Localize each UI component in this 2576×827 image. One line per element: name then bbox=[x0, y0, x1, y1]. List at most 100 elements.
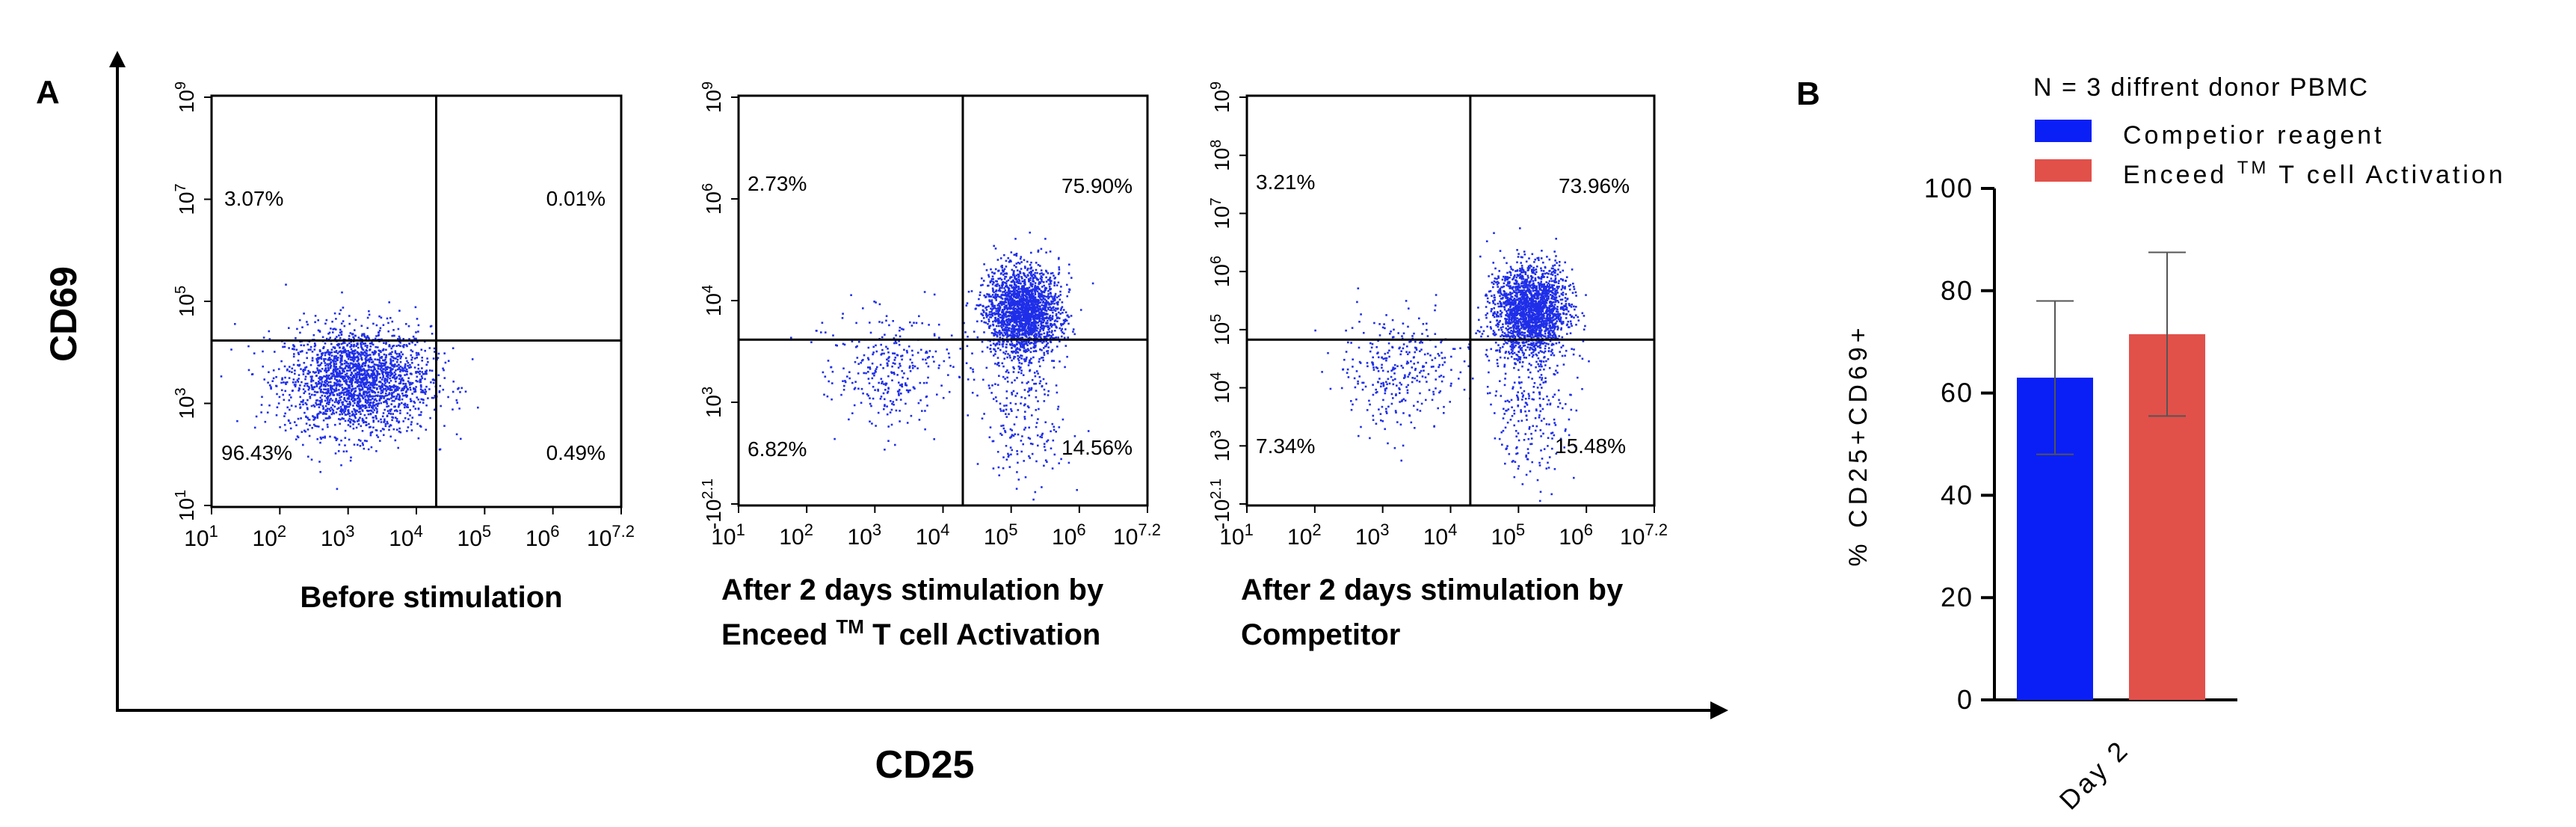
scatter-point bbox=[398, 353, 401, 356]
scatter-point bbox=[417, 352, 419, 354]
scatter-point bbox=[329, 384, 332, 387]
scatter-point bbox=[332, 371, 335, 373]
scatter-point bbox=[360, 352, 363, 354]
scatter-point bbox=[993, 291, 995, 294]
scatter-point bbox=[324, 385, 327, 387]
scatter-point bbox=[1043, 464, 1045, 467]
scatter-point bbox=[1050, 307, 1053, 310]
scatter-point bbox=[374, 381, 377, 384]
scatter-point bbox=[350, 343, 353, 346]
scatter-point bbox=[869, 322, 871, 324]
scatter-point bbox=[993, 319, 996, 322]
scatter-point bbox=[1026, 344, 1029, 347]
scatter-point bbox=[1042, 321, 1045, 324]
scatter-point bbox=[351, 389, 354, 391]
scatter-point bbox=[1012, 371, 1015, 373]
scatter-point bbox=[1023, 339, 1026, 342]
scatter-point bbox=[848, 418, 850, 421]
scatter-point bbox=[1023, 360, 1026, 363]
scatter-point bbox=[341, 360, 343, 362]
scatter-point bbox=[1033, 329, 1035, 332]
scatter-point bbox=[1056, 345, 1059, 348]
scatter-point bbox=[1027, 278, 1030, 280]
scatter-point bbox=[1571, 268, 1574, 271]
scatter-point bbox=[355, 413, 357, 415]
scatter-point bbox=[299, 384, 301, 387]
scatter-point bbox=[342, 351, 345, 354]
scatter-point bbox=[1014, 277, 1016, 280]
scatter-point bbox=[380, 387, 382, 390]
scatter-point bbox=[368, 406, 371, 408]
scatter-point bbox=[411, 382, 414, 384]
scatter-point bbox=[339, 357, 342, 360]
scatter-point bbox=[1051, 315, 1054, 317]
scatter-point bbox=[1004, 289, 1007, 292]
scatter-point bbox=[1025, 329, 1028, 331]
scatter-point bbox=[405, 323, 407, 325]
scatter-point bbox=[971, 352, 973, 354]
scatter-point bbox=[988, 327, 990, 329]
scatter-point bbox=[320, 370, 322, 372]
scatter-point bbox=[1029, 264, 1032, 266]
scatter-point bbox=[327, 390, 329, 392]
scatter-point bbox=[362, 405, 364, 408]
scatter-point bbox=[371, 341, 373, 344]
scatter-point bbox=[230, 348, 232, 351]
scatter-point bbox=[1038, 365, 1041, 368]
scatter-point bbox=[322, 407, 325, 409]
scatter-point bbox=[1027, 325, 1029, 328]
scatter-point bbox=[426, 357, 428, 360]
scatter-point bbox=[366, 423, 368, 426]
scatter-point bbox=[1042, 273, 1045, 276]
scatter-point bbox=[409, 414, 411, 416]
scatter-point bbox=[303, 344, 305, 347]
scatter-point bbox=[1049, 337, 1052, 339]
scatter-point bbox=[384, 371, 387, 373]
scatter-point bbox=[1005, 294, 1008, 296]
scatter-point bbox=[988, 387, 991, 390]
scatter-point bbox=[368, 426, 371, 428]
scatter-point bbox=[1016, 453, 1019, 455]
scatter-point bbox=[392, 375, 395, 377]
scatter-point bbox=[826, 395, 829, 398]
scatter-point bbox=[326, 378, 328, 380]
scatter-point bbox=[1046, 332, 1049, 335]
scatter-point bbox=[419, 378, 422, 381]
scatter-point bbox=[1060, 458, 1062, 461]
scatter-point bbox=[1021, 311, 1024, 314]
scatter-point bbox=[1036, 337, 1038, 339]
scatter-point bbox=[333, 373, 335, 375]
scatter-point bbox=[1013, 288, 1015, 290]
scatter-point bbox=[1546, 298, 1548, 300]
scatter-point bbox=[357, 358, 360, 360]
scatter-point bbox=[1027, 341, 1030, 343]
scatter-point bbox=[408, 342, 411, 345]
scatter-point bbox=[318, 406, 321, 408]
scatter-point bbox=[981, 350, 984, 353]
scatter-point bbox=[315, 404, 318, 406]
y-tick-exponent: 2.1 bbox=[700, 479, 716, 499]
scatter-point bbox=[350, 456, 352, 459]
scatter-point bbox=[1023, 307, 1025, 310]
scatter-point bbox=[1002, 342, 1005, 345]
scatter-point bbox=[316, 413, 319, 416]
scatter-point bbox=[933, 360, 935, 363]
scatter-point bbox=[234, 323, 236, 325]
scatter-point bbox=[1034, 274, 1036, 277]
scatter-point bbox=[887, 360, 890, 363]
scatter-point bbox=[393, 334, 395, 337]
scatter-point bbox=[336, 375, 339, 378]
scatter-point bbox=[877, 390, 879, 392]
scatter-point bbox=[306, 408, 309, 411]
scatter-point bbox=[331, 408, 333, 411]
scatter-point bbox=[396, 386, 399, 388]
scatter-point bbox=[377, 395, 379, 397]
scatter-point bbox=[1050, 292, 1052, 294]
scatter-point bbox=[1001, 309, 1004, 311]
scatter-point bbox=[403, 403, 405, 406]
scatter-point bbox=[1048, 302, 1050, 305]
scatter-point bbox=[919, 381, 922, 384]
scatter-point bbox=[359, 405, 361, 407]
scatter-point bbox=[360, 368, 363, 371]
